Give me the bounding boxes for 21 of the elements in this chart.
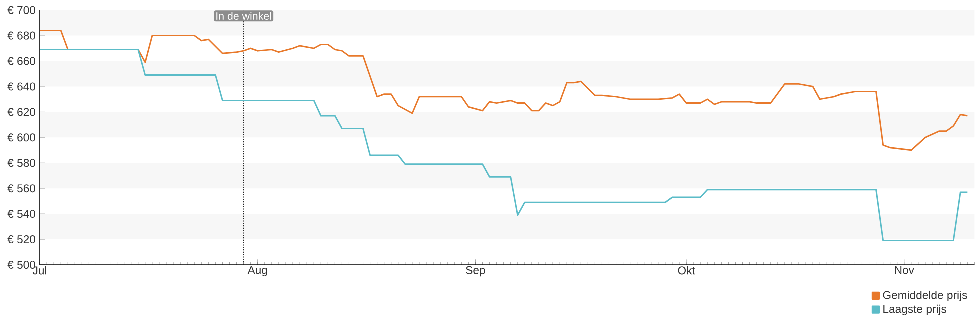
y-tick-label: € 520 <box>8 236 36 244</box>
y-tick-label: € 660 <box>8 57 36 66</box>
y-tick-label: € 600 <box>8 134 36 142</box>
line-series <box>39 49 968 242</box>
y-tick-label: € 620 <box>8 108 36 116</box>
y-tick-label: € 700 <box>8 6 36 14</box>
ref-line-label: In de winkel <box>216 12 272 20</box>
y-tick-label: € 560 <box>8 184 36 193</box>
x-tick-label: Aug <box>248 266 268 277</box>
x-tick-label: Okt <box>678 266 696 275</box>
legend-label: Gemiddelde prijs <box>883 290 968 302</box>
y-tick-label: € 640 <box>8 82 36 91</box>
legend-label: Laagste prijs <box>884 304 947 316</box>
y-tick-label: € 580 <box>8 159 36 168</box>
x-tick-label: Sep <box>466 266 486 277</box>
y-tick-label: € 540 <box>8 210 36 218</box>
x-tick-label: Jul <box>32 266 46 275</box>
y-tick-label: € 680 <box>8 32 36 40</box>
y-tick-label: € 500 <box>8 260 36 270</box>
line-series <box>39 30 968 152</box>
x-tick-label: Nov <box>895 266 914 274</box>
